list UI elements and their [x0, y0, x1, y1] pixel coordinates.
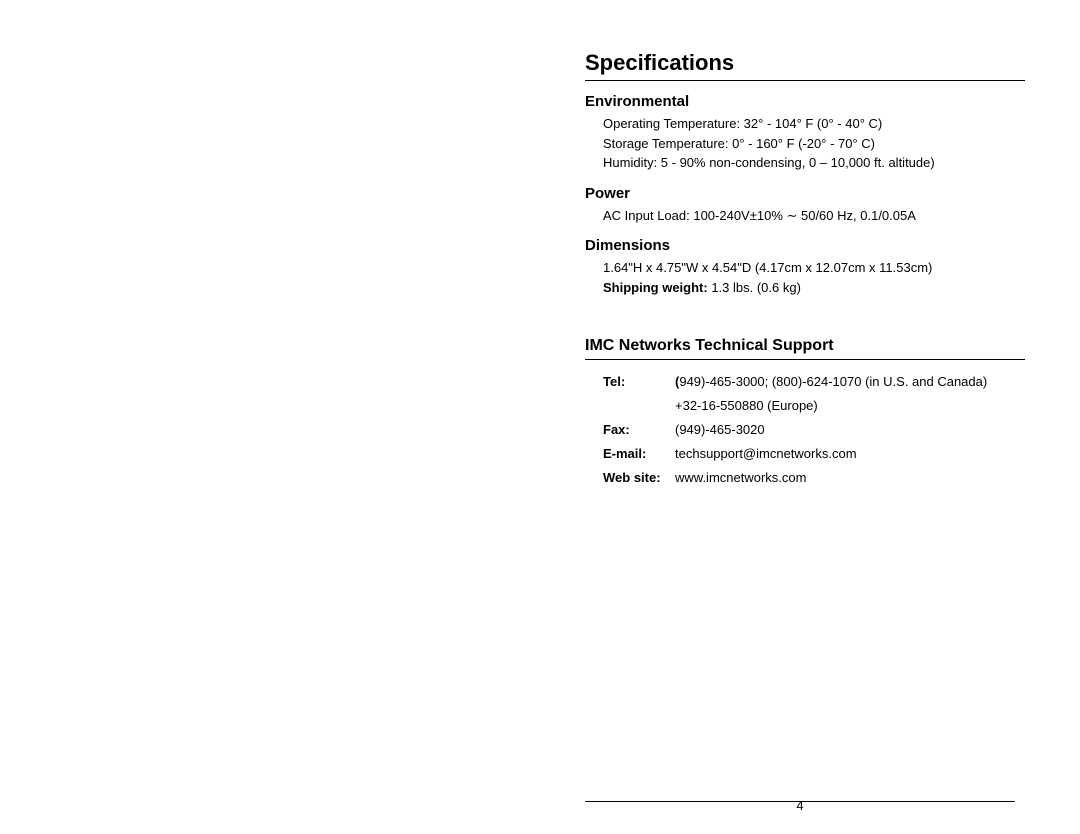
email-label: E-mail:	[603, 442, 675, 466]
tel-row: Tel: (949)-465-3000; (800)-624-1070 (in …	[603, 370, 1025, 394]
fax-label: Fax:	[603, 418, 675, 442]
dim-ship: Shipping weight: 1.3 lbs. (0.6 kg)	[603, 278, 1025, 298]
power-body: AC Input Load: 100-240V±10% ∼ 50/60 Hz, …	[603, 206, 1025, 226]
dimensions-head: Dimensions	[585, 237, 1025, 254]
fax-value: (949)-465-3020	[675, 418, 1025, 442]
web-label: Web site:	[603, 466, 675, 490]
page-number: 4	[585, 798, 1015, 813]
power-head: Power	[585, 185, 1025, 202]
ship-value: 1.3 lbs. (0.6 kg)	[708, 280, 801, 295]
power-line1: AC Input Load: 100-240V±10% ∼ 50/60 Hz, …	[603, 206, 1025, 226]
env-line2: Storage Temperature: 0° - 160° F (-20° -…	[603, 134, 1025, 154]
specifications-page: Specifications Environmental Operating T…	[585, 50, 1025, 490]
tel-row-2: +32-16-550880 (Europe)	[603, 394, 1025, 418]
title-rule	[585, 80, 1025, 81]
tel-value: (949)-465-3000; (800)-624-1070 (in U.S. …	[675, 370, 1025, 394]
email-value: techsupport@imcnetworks.com	[675, 442, 1025, 466]
web-row: Web site: www.imcnetworks.com	[603, 466, 1025, 490]
tel-label: Tel:	[603, 370, 675, 394]
ship-label: Shipping weight:	[603, 280, 708, 295]
contact-table: Tel: (949)-465-3000; (800)-624-1070 (in …	[603, 370, 1025, 490]
fax-row: Fax: (949)-465-3020	[603, 418, 1025, 442]
page-title: Specifications	[585, 50, 1025, 76]
tel-value-2: +32-16-550880 (Europe)	[675, 394, 1025, 418]
web-value: www.imcnetworks.com	[675, 466, 1025, 490]
support-rule	[585, 359, 1025, 360]
support-head: IMC Networks Technical Support	[585, 337, 1025, 355]
tel-label-blank	[603, 394, 675, 418]
env-line1: Operating Temperature: 32° - 104° F (0° …	[603, 114, 1025, 134]
env-line3: Humidity: 5 - 90% non-condensing, 0 – 10…	[603, 153, 1025, 173]
tel-text: 949)-465-3000; (800)-624-1070 (in U.S. a…	[679, 374, 987, 389]
dimensions-body: 1.64"H x 4.75"W x 4.54"D (4.17cm x 12.07…	[603, 258, 1025, 297]
dim-line1: 1.64"H x 4.75"W x 4.54"D (4.17cm x 12.07…	[603, 258, 1025, 278]
environmental-head: Environmental	[585, 93, 1025, 110]
support-section: IMC Networks Technical Support Tel: (949…	[585, 337, 1025, 490]
environmental-body: Operating Temperature: 32° - 104° F (0° …	[603, 114, 1025, 173]
email-row: E-mail: techsupport@imcnetworks.com	[603, 442, 1025, 466]
